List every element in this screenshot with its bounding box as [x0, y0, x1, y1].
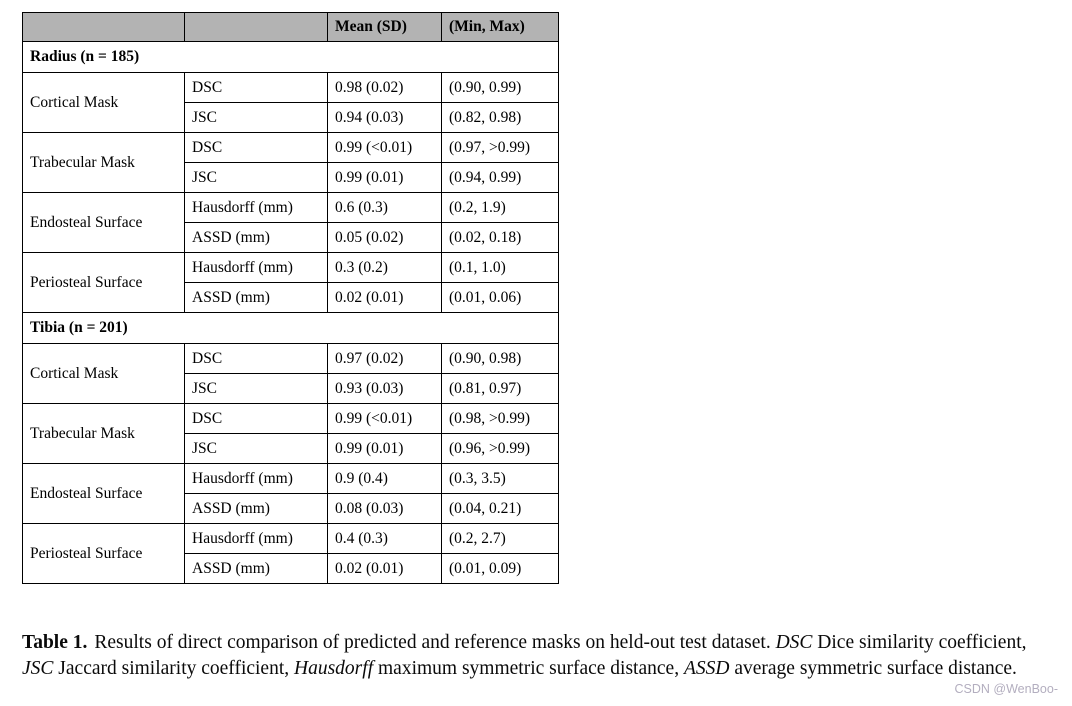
min-max-value: (0.2, 1.9) — [441, 192, 559, 223]
mean-sd-value: 0.98 (0.02) — [327, 72, 442, 103]
metric-label: ASSD (mm) — [184, 282, 328, 313]
table-row: Endosteal Surface Hausdorff (mm) 0.6 (0.… — [22, 192, 559, 253]
min-max-value: (0.01, 0.09) — [441, 553, 559, 584]
min-max-value: (0.1, 1.0) — [441, 252, 559, 283]
header-empty-cell-1 — [22, 12, 185, 42]
caption-text-1: Results of direct comparison of predicte… — [94, 631, 776, 653]
mean-sd-value: 0.02 (0.01) — [327, 553, 442, 584]
section-title: Radius (n = 185) — [22, 41, 559, 73]
caption-label: Table 1. — [22, 631, 88, 653]
section-row-radius: Radius (n = 185) — [22, 41, 559, 73]
caption-abbr-hausdorff: Hausdorff — [294, 657, 374, 679]
mean-sd-value: 0.99 (<0.01) — [327, 403, 442, 434]
csdn-watermark: CSDN @WenBoo- — [954, 682, 1058, 696]
table-row: JSC 0.99 (0.01) (0.94, 0.99) — [23, 162, 559, 193]
metric-label: ASSD (mm) — [184, 222, 328, 253]
table-row: ASSD (mm) 0.02 (0.01) (0.01, 0.06) — [23, 282, 559, 313]
caption-abbr-dsc: DSC — [775, 631, 813, 653]
table-row: Periosteal Surface Hausdorff (mm) 0.3 (0… — [22, 252, 559, 313]
table-row: Cortical Mask DSC 0.98 (0.02) (0.90, 0.9… — [22, 72, 559, 133]
metric-label: ASSD (mm) — [184, 553, 328, 584]
min-max-value: (0.97, >0.99) — [441, 132, 559, 163]
section-row-tibia: Tibia (n = 201) — [22, 312, 559, 344]
min-max-value: (0.90, 0.99) — [441, 72, 559, 103]
metric-label: ASSD (mm) — [184, 493, 328, 524]
table-row: JSC 0.94 (0.03) (0.82, 0.98) — [23, 102, 559, 133]
section-title: Tibia (n = 201) — [22, 312, 559, 344]
table-row: JSC 0.93 (0.03) (0.81, 0.97) — [23, 373, 559, 404]
mean-sd-value: 0.99 (<0.01) — [327, 132, 442, 163]
group-name: Endosteal Surface — [22, 463, 185, 524]
mean-sd-value: 0.05 (0.02) — [327, 222, 442, 253]
metric-label: JSC — [184, 433, 328, 464]
mean-sd-value: 0.97 (0.02) — [327, 343, 442, 374]
table-row: Trabecular Mask DSC 0.99 (<0.01) (0.97, … — [22, 132, 559, 193]
group-name: Cortical Mask — [22, 343, 185, 404]
mean-sd-value: 0.3 (0.2) — [327, 252, 442, 283]
min-max-value: (0.04, 0.21) — [441, 493, 559, 524]
min-max-value: (0.81, 0.97) — [441, 373, 559, 404]
min-max-value: (0.98, >0.99) — [441, 403, 559, 434]
table-header-row: Mean (SD) (Min, Max) — [22, 12, 559, 42]
results-table: Mean (SD) (Min, Max) Radius (n = 185) Co… — [22, 12, 559, 584]
caption-text-3: Jaccard similarity coefficient, — [53, 657, 295, 679]
min-max-value: (0.90, 0.98) — [441, 343, 559, 374]
min-max-value: (0.94, 0.99) — [441, 162, 559, 193]
group-name: Cortical Mask — [22, 72, 185, 133]
min-max-value: (0.02, 0.18) — [441, 222, 559, 253]
metric-label: Hausdorff (mm) — [184, 463, 328, 494]
header-min-max: (Min, Max) — [441, 12, 559, 42]
min-max-value: (0.96, >0.99) — [441, 433, 559, 464]
header-empty-cell-2 — [184, 12, 328, 42]
group-name: Trabecular Mask — [22, 132, 185, 193]
caption-abbr-assd: ASSD — [683, 657, 730, 679]
caption-abbr-jsc: JSC — [22, 657, 54, 679]
table-row: Cortical Mask DSC 0.97 (0.02) (0.90, 0.9… — [22, 343, 559, 404]
metric-label: JSC — [184, 373, 328, 404]
caption-text-2: Dice similarity coefficient, — [812, 631, 1027, 653]
table-row: Periosteal Surface Hausdorff (mm) 0.4 (0… — [22, 523, 559, 584]
metric-label: Hausdorff (mm) — [184, 252, 328, 283]
metric-label: DSC — [184, 343, 328, 374]
metric-label: Hausdorff (mm) — [184, 192, 328, 223]
mean-sd-value: 0.9 (0.4) — [327, 463, 442, 494]
mean-sd-value: 0.99 (0.01) — [327, 162, 442, 193]
table-row: ASSD (mm) 0.08 (0.03) (0.04, 0.21) — [23, 493, 559, 524]
table-row: Endosteal Surface Hausdorff (mm) 0.9 (0.… — [22, 463, 559, 524]
metric-label: JSC — [184, 162, 328, 193]
metric-label: DSC — [184, 72, 328, 103]
metric-label: JSC — [184, 102, 328, 133]
header-mean-sd: Mean (SD) — [327, 12, 442, 42]
group-name: Endosteal Surface — [22, 192, 185, 253]
mean-sd-value: 0.94 (0.03) — [327, 102, 442, 133]
mean-sd-value: 0.02 (0.01) — [327, 282, 442, 313]
group-name: Periosteal Surface — [22, 252, 185, 313]
metric-label: DSC — [184, 403, 328, 434]
group-name: Periosteal Surface — [22, 523, 185, 584]
metric-label: Hausdorff (mm) — [184, 523, 328, 554]
mean-sd-value: 0.93 (0.03) — [327, 373, 442, 404]
table-row: Trabecular Mask DSC 0.99 (<0.01) (0.98, … — [22, 403, 559, 464]
table-row: JSC 0.99 (0.01) (0.96, >0.99) — [23, 433, 559, 464]
mean-sd-value: 0.08 (0.03) — [327, 493, 442, 524]
table-caption: Table 1. Results of direct comparison of … — [22, 630, 1056, 682]
mean-sd-value: 0.4 (0.3) — [327, 523, 442, 554]
caption-text-5: average symmetric surface distance. — [729, 657, 1017, 679]
metric-label: DSC — [184, 132, 328, 163]
mean-sd-value: 0.6 (0.3) — [327, 192, 442, 223]
min-max-value: (0.2, 2.7) — [441, 523, 559, 554]
min-max-value: (0.82, 0.98) — [441, 102, 559, 133]
table-row: ASSD (mm) 0.02 (0.01) (0.01, 0.09) — [23, 553, 559, 584]
min-max-value: (0.3, 3.5) — [441, 463, 559, 494]
caption-text-4: maximum symmetric surface distance, — [373, 657, 684, 679]
table-row: ASSD (mm) 0.05 (0.02) (0.02, 0.18) — [23, 222, 559, 253]
mean-sd-value: 0.99 (0.01) — [327, 433, 442, 464]
min-max-value: (0.01, 0.06) — [441, 282, 559, 313]
group-name: Trabecular Mask — [22, 403, 185, 464]
